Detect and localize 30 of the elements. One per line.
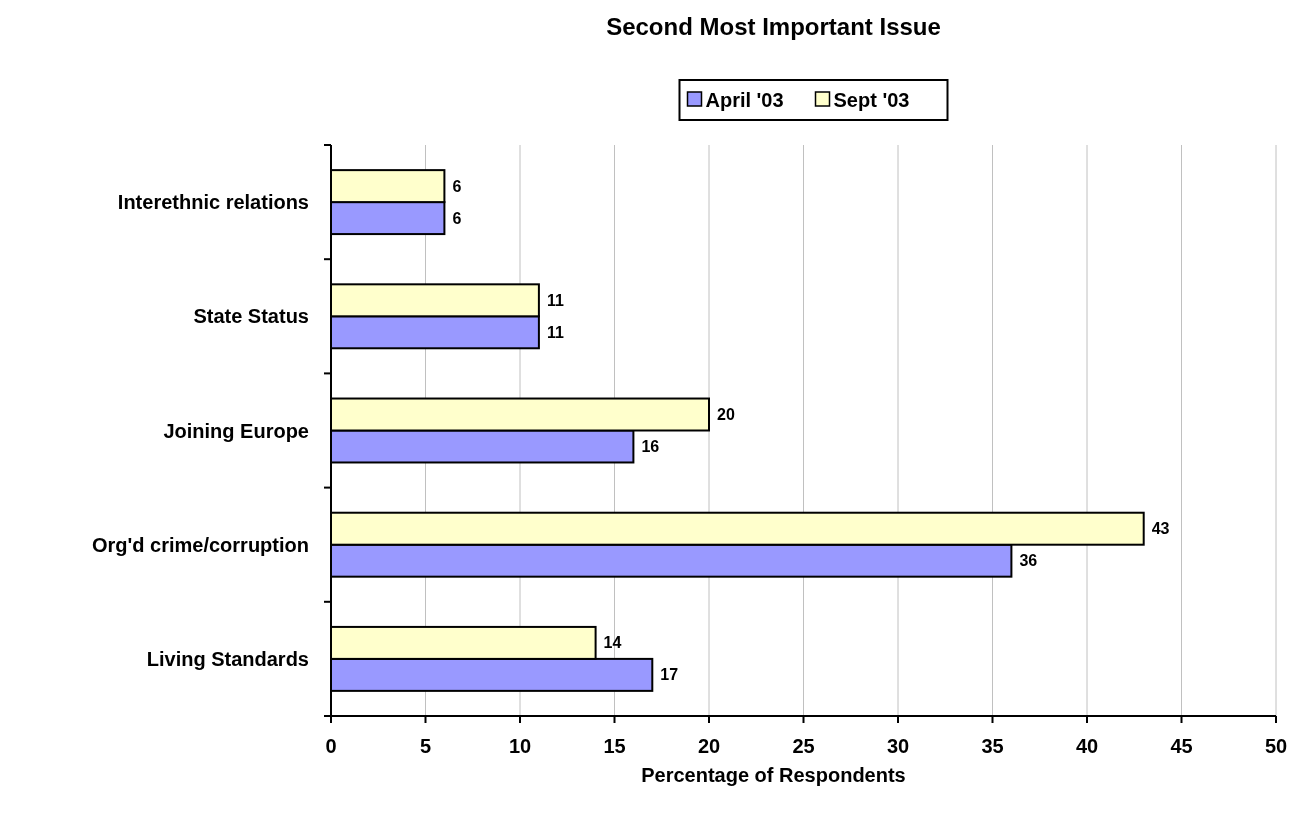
- y-tick-label: Joining Europe: [163, 419, 309, 442]
- data-label: 6: [452, 177, 462, 195]
- x-tick-label: 50: [1264, 735, 1288, 757]
- y-tick-label: State Status: [193, 305, 309, 328]
- legend-label: Sept '03: [833, 89, 910, 111]
- data-label: 43: [1151, 520, 1170, 538]
- y-tick-label: Interethnic relations: [117, 191, 309, 214]
- x-tick-label: 20: [697, 735, 721, 757]
- legend-label: April '03: [705, 89, 784, 111]
- y-tick-label: Org'd crime/corruption: [91, 533, 309, 556]
- x-tick-label: 35: [981, 735, 1004, 757]
- data-label: 6: [452, 209, 462, 227]
- data-label: 16: [641, 437, 660, 455]
- x-tick-label: 25: [792, 735, 815, 757]
- data-label: 17: [660, 666, 679, 684]
- x-tick-label: 0: [325, 735, 337, 757]
- data-label: 36: [1019, 552, 1038, 570]
- x-tick-label: 15: [603, 735, 626, 757]
- chart-title: Second Most Important Issue: [606, 13, 941, 40]
- x-tick-label: 40: [1075, 735, 1099, 757]
- data-label: 11: [546, 291, 564, 309]
- x-tick-label: 45: [1170, 735, 1193, 757]
- data-label: 11: [546, 323, 564, 341]
- x-tick-label: 5: [419, 735, 432, 757]
- data-label: 20: [717, 406, 735, 424]
- x-axis-title: Percentage of Respondents: [641, 764, 906, 786]
- x-tick-label: 30: [886, 735, 910, 757]
- data-label: 14: [603, 634, 622, 652]
- y-tick-label: Living Standards: [146, 647, 309, 670]
- x-tick-label: 10: [508, 735, 532, 757]
